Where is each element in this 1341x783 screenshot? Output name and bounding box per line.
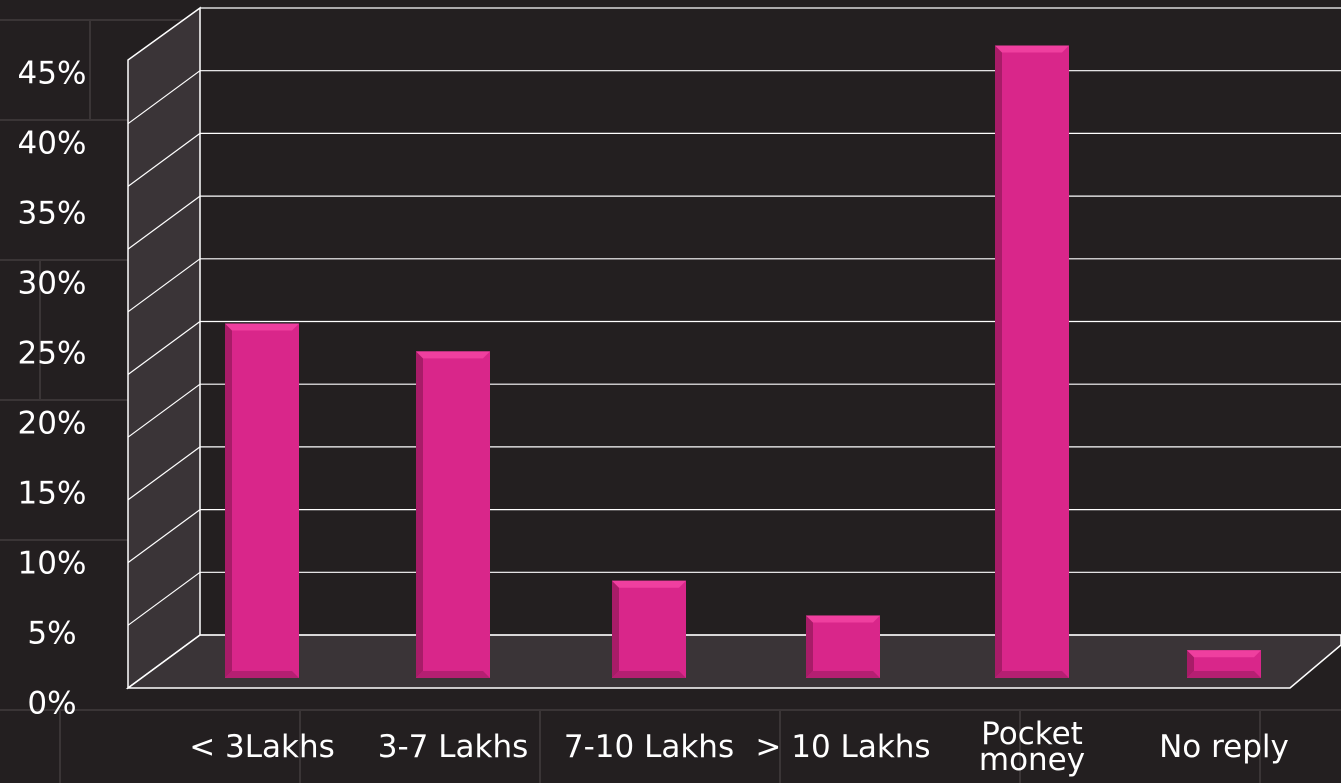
bar-bottom-bevel (612, 671, 686, 678)
grid-line-side (127, 132, 201, 187)
y-tick-label: 20% (18, 406, 87, 442)
grid-line-side (127, 509, 201, 564)
bar-bottom-bevel (416, 671, 490, 678)
grid-line-side (127, 634, 201, 689)
bar-bottom-bevel (1187, 671, 1261, 678)
bar-bottom-bevel (806, 671, 880, 678)
bar-top-bevel (806, 615, 880, 623)
bar-bevel (1187, 650, 1194, 678)
x-tick-label: 7-10 Lakhs (563, 729, 735, 765)
bar (416, 351, 490, 678)
grid-line-side (127, 195, 201, 250)
grid-line-side (127, 383, 201, 438)
x-tick-label: Pocket money (978, 716, 1086, 778)
x-tick-label: > 10 Lakhs (755, 729, 931, 765)
bar-bevel (806, 615, 813, 678)
y-tick-label: 0% (27, 686, 76, 722)
bar (225, 323, 299, 678)
grid-line-side (127, 571, 201, 626)
bar-bottom-bevel (995, 671, 1069, 678)
floor (125, 634, 1341, 689)
bar-bevel (995, 45, 1002, 679)
bar-bevel (225, 323, 232, 678)
grid-line-side (127, 321, 201, 375)
bar-bottom-bevel (225, 671, 299, 678)
x-tick-label: No reply (1159, 729, 1289, 765)
bar-top-bevel (416, 351, 490, 359)
y-tick-label: 15% (18, 476, 87, 512)
y-tick-label: 35% (18, 196, 87, 232)
y-tick-label: 40% (18, 126, 87, 162)
bar-top-bevel (1187, 650, 1261, 658)
bar-bevel (416, 351, 423, 678)
bar-top-bevel (995, 45, 1069, 53)
grid-line-side (127, 446, 201, 501)
y-tick-label: 25% (18, 336, 87, 372)
y-tick-label: 45% (18, 56, 87, 92)
brick-background (0, 19, 1341, 783)
y-tick-label: 30% (18, 266, 87, 302)
x-tick-label: 3-7 Lakhs (377, 729, 529, 765)
bar (612, 580, 686, 678)
grid-line-side (127, 70, 201, 125)
y-tick-label: 5% (27, 616, 76, 652)
bar (995, 45, 1069, 679)
x-tick-label: < 3Lakhs (189, 729, 335, 765)
bar-top-bevel (612, 580, 686, 588)
grid-line-side (127, 258, 201, 313)
y-tick-label: 10% (18, 546, 87, 582)
bar (806, 615, 880, 678)
bar-bevel (612, 580, 619, 678)
bar-top-bevel (225, 323, 299, 331)
